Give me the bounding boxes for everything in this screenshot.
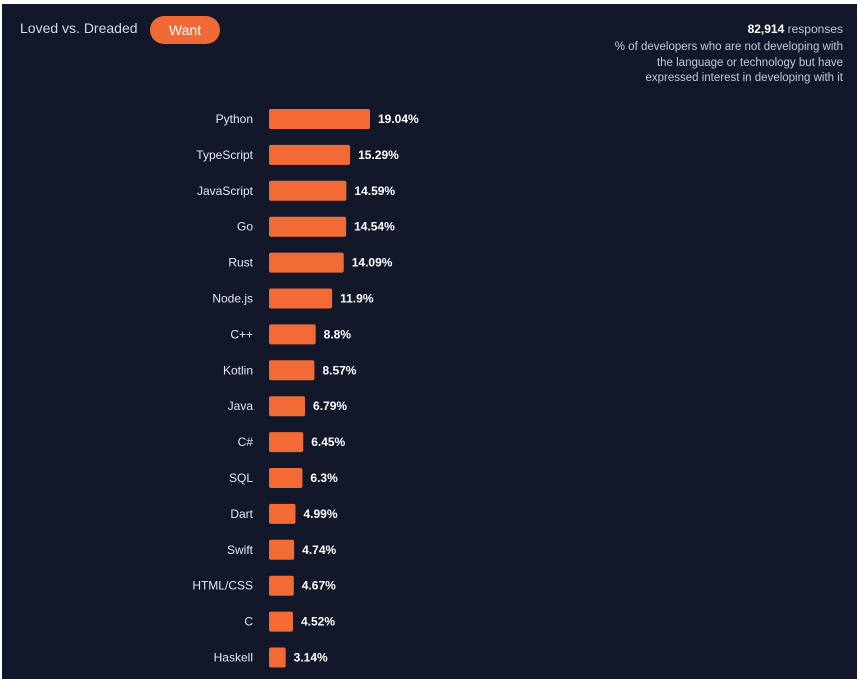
value-label: 4.74% [302, 543, 336, 557]
bar[interactable] [269, 468, 303, 488]
value-label: 4.52% [301, 615, 335, 629]
value-label: 6.79% [313, 399, 347, 413]
bar[interactable] [269, 360, 315, 381]
category-label: Swift [227, 543, 254, 557]
value-label: 8.57% [322, 363, 356, 377]
bar[interactable] [269, 180, 347, 201]
chart-description: % of developers who are not developing w… [614, 41, 843, 84]
category-label: Python [216, 112, 253, 126]
value-label: 3.14% [294, 651, 328, 665]
bar[interactable] [269, 109, 370, 129]
bar[interactable] [269, 396, 306, 417]
value-label: 6.45% [311, 435, 345, 449]
bar[interactable] [269, 647, 286, 668]
bar-chart: Python 19.04% TypeScript 15.29% JavaScript 14… [192, 109, 419, 668]
bar[interactable] [269, 503, 296, 524]
value-label: 14.09% [352, 256, 393, 270]
bar[interactable] [269, 432, 304, 453]
category-label: Rust [228, 256, 253, 270]
bar[interactable] [269, 288, 333, 309]
category-label: C# [238, 435, 254, 449]
category-label: Haskell [214, 651, 253, 665]
value-label: 6.3% [310, 471, 338, 485]
value-label: 15.29% [358, 148, 399, 162]
category-label: Java [228, 399, 254, 413]
category-label: JavaScript [197, 184, 254, 198]
tab-want[interactable]: Want [150, 16, 220, 44]
bar[interactable] [269, 144, 351, 165]
tab-loved-vs-dreaded[interactable]: Loved vs. Dreaded [20, 20, 138, 36]
bar[interactable] [269, 539, 295, 560]
value-label: 4.67% [302, 579, 336, 593]
bar[interactable] [269, 252, 344, 273]
category-label: Dart [230, 507, 253, 521]
value-label: 19.04% [378, 112, 419, 126]
category-label: Node.js [212, 292, 253, 306]
value-label: 14.59% [354, 184, 395, 198]
responses-number: 82,914 [747, 22, 785, 36]
category-label: SQL [229, 471, 253, 485]
responses-count: 82,914 responses [603, 22, 843, 36]
category-label: C [244, 615, 253, 629]
bar[interactable] [269, 324, 316, 345]
chart-panel: Loved vs. Dreaded Want 82,914 responses … [2, 4, 857, 679]
bar[interactable] [269, 575, 294, 596]
value-label: 14.54% [354, 220, 395, 234]
category-label: Go [237, 220, 253, 234]
bar[interactable] [269, 216, 347, 237]
category-label: TypeScript [196, 148, 253, 162]
category-label: Kotlin [223, 363, 253, 377]
bar[interactable] [269, 611, 293, 632]
category-label: HTML/CSS [192, 579, 253, 593]
responses-word: responses [787, 22, 843, 36]
value-label: 11.9% [340, 292, 374, 306]
category-label: C++ [230, 327, 253, 341]
value-label: 8.8% [324, 327, 352, 341]
value-label: 4.99% [303, 507, 337, 521]
